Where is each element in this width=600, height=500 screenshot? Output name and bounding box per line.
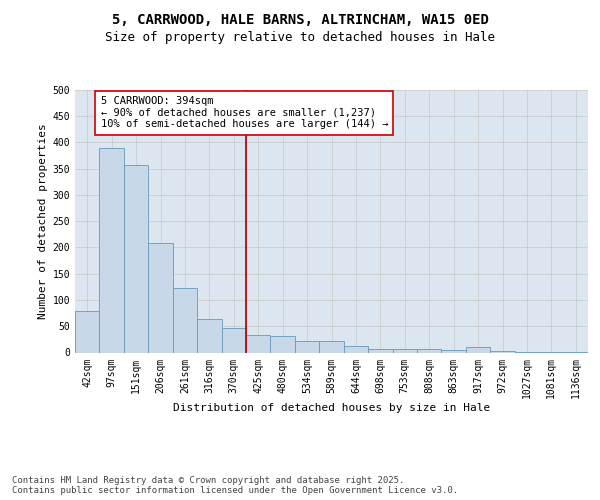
Bar [344,346,368,352]
Bar [197,320,221,352]
Bar [319,342,344,352]
Y-axis label: Number of detached properties: Number of detached properties [38,124,49,319]
Text: 5, CARRWOOD, HALE BARNS, ALTRINCHAM, WA15 0ED: 5, CARRWOOD, HALE BARNS, ALTRINCHAM, WA1… [112,12,488,26]
Bar [442,350,466,352]
Text: Size of property relative to detached houses in Hale: Size of property relative to detached ho… [105,31,495,44]
X-axis label: Distribution of detached houses by size in Hale: Distribution of detached houses by size … [173,402,490,412]
Bar [295,342,319,352]
Bar [124,165,148,352]
Bar [173,288,197,352]
Bar [221,328,246,352]
Bar [368,349,392,352]
Bar [271,336,295,352]
Text: 5 CARRWOOD: 394sqm
← 90% of detached houses are smaller (1,237)
10% of semi-deta: 5 CARRWOOD: 394sqm ← 90% of detached hou… [101,96,388,130]
Bar [490,351,515,352]
Bar [148,244,173,352]
Text: Contains HM Land Registry data © Crown copyright and database right 2025.
Contai: Contains HM Land Registry data © Crown c… [12,476,458,495]
Bar [100,148,124,352]
Bar [417,349,442,352]
Bar [75,310,100,352]
Bar [392,349,417,352]
Bar [246,335,271,352]
Bar [466,347,490,352]
